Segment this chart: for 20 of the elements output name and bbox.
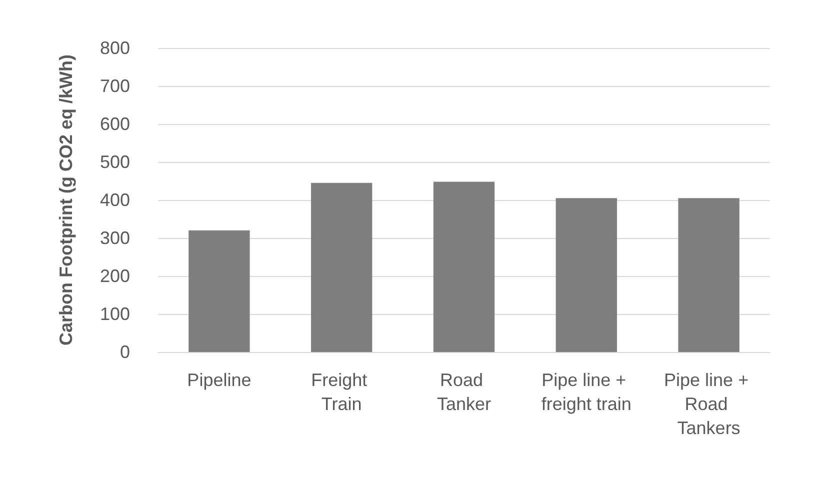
x-tick-label: Road Tanker (436, 370, 492, 414)
bar (556, 198, 617, 352)
x-tick-label: Freight Train (311, 370, 372, 414)
x-tick-label: Pipe line + freight train (541, 370, 632, 414)
y-tick-label: 700 (100, 76, 130, 96)
y-tick-label: 0 (120, 342, 130, 362)
y-tick-label: 300 (100, 228, 130, 248)
y-axis-title: Carbon Footprint (g CO2 eq /kWh) (56, 54, 76, 346)
y-tick-label: 600 (100, 114, 130, 134)
bar (188, 230, 250, 352)
y-tick-label: 800 (100, 38, 130, 58)
bar (678, 198, 740, 352)
x-tick-label: Pipe line + Road Tankers (664, 370, 754, 438)
bar (311, 182, 372, 352)
y-tick-label: 100 (100, 304, 130, 324)
x-tick-label: Pipeline (187, 370, 252, 390)
y-tick-label: 500 (100, 152, 130, 172)
y-tick-label: 400 (100, 190, 130, 210)
y-tick-label: 200 (100, 266, 130, 286)
bar (433, 182, 495, 352)
